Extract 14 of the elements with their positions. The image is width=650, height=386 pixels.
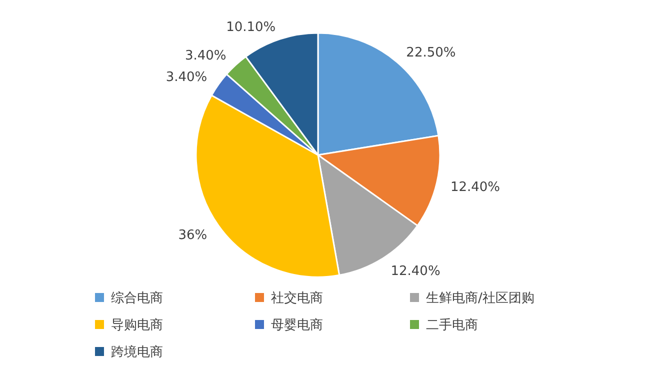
legend-label: 二手电商 <box>426 318 478 333</box>
legend-label: 综合电商 <box>111 291 163 306</box>
data-label: 3.40% <box>184 48 226 64</box>
data-label: 12.40% <box>450 180 500 195</box>
legend-label: 生鲜电商/社区团购 <box>426 291 534 306</box>
data-label: 3.40% <box>166 70 208 86</box>
legend-label: 跨境电商 <box>111 344 163 360</box>
data-label: 10.10% <box>226 20 276 35</box>
legend-label: 导购电商 <box>111 318 163 333</box>
data-label: 12.40% <box>390 264 440 279</box>
data-label: 22.50% <box>406 45 456 60</box>
legend-label: 社交电商 <box>271 290 323 306</box>
data-label: 36% <box>178 228 208 243</box>
legend-label: 母婴电商 <box>271 318 323 333</box>
